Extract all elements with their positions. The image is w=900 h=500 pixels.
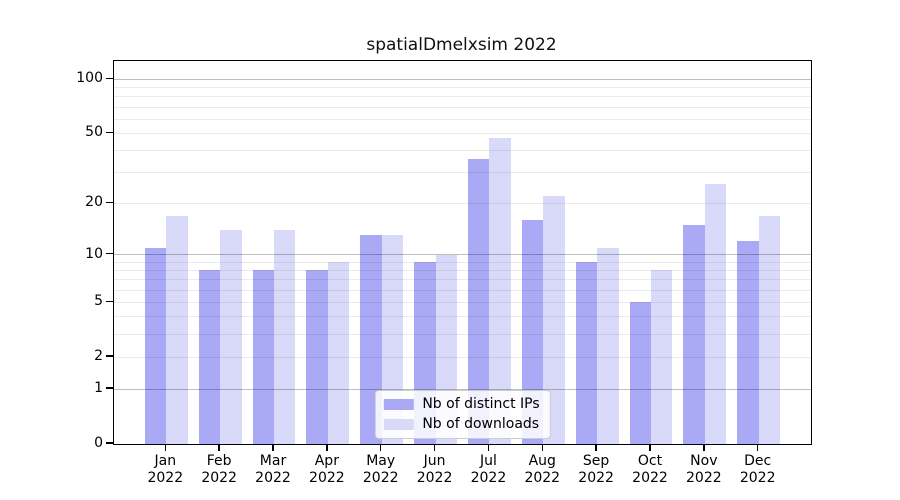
bar-downloads-sep	[597, 247, 619, 444]
x-tick-label-jun: Jun 2022	[416, 453, 453, 486]
minor-gridline	[114, 118, 811, 120]
bar-downloads-nov	[704, 183, 727, 444]
plot-area: Nb of distinct IPs Nb of downloads	[113, 60, 812, 445]
x-tick-label-jan: Jan 2022	[147, 453, 184, 486]
bar-ips-oct	[629, 302, 651, 444]
minor-gridline	[114, 202, 811, 204]
major-gridline	[114, 254, 811, 255]
chart-title: spatialDmelxsim 2022	[366, 35, 557, 55]
bar-ips-nov	[683, 224, 705, 444]
legend-swatch-downloads	[383, 419, 414, 430]
y-tick-mark	[106, 387, 113, 389]
minor-gridline	[114, 172, 811, 174]
x-tick-mark	[595, 444, 597, 451]
x-tick-label-dec: Dec 2022	[739, 453, 776, 486]
y-tick-label-5: 5	[94, 293, 103, 310]
x-tick-label-nov: Nov 2022	[686, 453, 722, 486]
minor-gridline	[114, 96, 811, 98]
bar-ips-aug	[521, 220, 544, 444]
x-tick-mark	[541, 444, 544, 451]
y-tick-mark	[106, 77, 113, 80]
x-tick-label-sep: Sep 2022	[578, 453, 614, 486]
minor-gridline	[114, 261, 811, 263]
y-tick-mark	[106, 442, 113, 444]
bar-ips-dec	[737, 241, 759, 444]
y-tick-mark	[106, 252, 113, 255]
y-tick-label-0: 0	[94, 435, 103, 451]
x-tick-mark	[649, 444, 651, 451]
minor-gridline	[114, 333, 811, 335]
minor-gridline	[114, 132, 811, 134]
y-tick-label-10: 10	[85, 245, 103, 262]
legend-row: Nb of distinct IPs	[383, 396, 540, 412]
minor-gridline	[114, 87, 811, 89]
legend-label: Nb of distinct IPs	[422, 396, 540, 412]
bar-downloads-oct	[650, 270, 673, 444]
y-tick-mark	[106, 300, 113, 303]
bar-downloads-feb	[220, 230, 242, 444]
minor-gridline	[114, 316, 811, 318]
bar-downloads-aug	[543, 196, 565, 444]
bar-downloads-jul	[489, 138, 511, 444]
x-tick-mark	[272, 444, 274, 451]
minor-gridline	[114, 301, 811, 303]
minor-gridline	[114, 289, 811, 291]
major-gridline	[114, 78, 811, 80]
x-tick-mark	[487, 444, 490, 451]
x-tick-mark	[703, 444, 705, 451]
y-tick-mark	[106, 131, 113, 134]
minor-gridline	[114, 269, 811, 271]
x-tick-mark	[433, 444, 436, 451]
bar-downloads-dec	[758, 215, 781, 444]
x-tick-mark	[379, 444, 382, 451]
y-tick-label-100: 100	[76, 70, 103, 87]
y-tick-label-20: 20	[85, 194, 103, 211]
x-tick-label-may: May 2022	[362, 453, 399, 486]
bar-ips-sep	[575, 262, 598, 444]
x-tick-mark	[326, 444, 328, 451]
x-tick-label-feb: Feb 2022	[201, 453, 237, 486]
major-gridline	[114, 388, 811, 390]
x-tick-label-aug: Aug 2022	[524, 453, 561, 486]
legend: Nb of distinct IPs Nb of downloads	[374, 390, 551, 439]
bar-ips-mar	[252, 270, 274, 444]
bar-downloads-mar	[274, 230, 296, 444]
bar-downloads-jan	[166, 215, 188, 444]
bars-layer	[114, 61, 811, 444]
x-tick-label-mar: Mar 2022	[255, 453, 291, 486]
legend-row: Nb of downloads	[383, 417, 539, 432]
y-tick-label-2: 2	[94, 348, 103, 365]
bar-ips-jan	[144, 247, 167, 444]
y-tick-mark	[106, 355, 113, 357]
legend-swatch-ips	[383, 399, 414, 410]
minor-gridline	[114, 106, 811, 108]
minor-gridline	[114, 150, 811, 152]
y-tick-label-50: 50	[85, 124, 103, 141]
minor-gridline	[114, 356, 811, 358]
x-tick-label-jul: Jul 2022	[470, 453, 507, 486]
x-tick-mark	[756, 444, 759, 451]
gridlines-layer	[114, 61, 811, 444]
x-tick-mark	[218, 444, 220, 451]
bar-downloads-apr	[327, 262, 350, 444]
x-tick-label-oct: Oct 2022	[632, 453, 668, 486]
bar-ips-apr	[306, 270, 328, 444]
y-tick-mark	[106, 201, 113, 204]
x-tick-mark	[164, 444, 167, 451]
bar-ips-feb	[198, 270, 221, 444]
bar-ips-jul	[468, 158, 490, 444]
y-tick-label-1: 1	[94, 380, 103, 397]
minor-gridline	[114, 279, 811, 281]
x-tick-label-apr: Apr 2022	[309, 453, 345, 486]
legend-label: Nb of downloads	[422, 416, 540, 432]
